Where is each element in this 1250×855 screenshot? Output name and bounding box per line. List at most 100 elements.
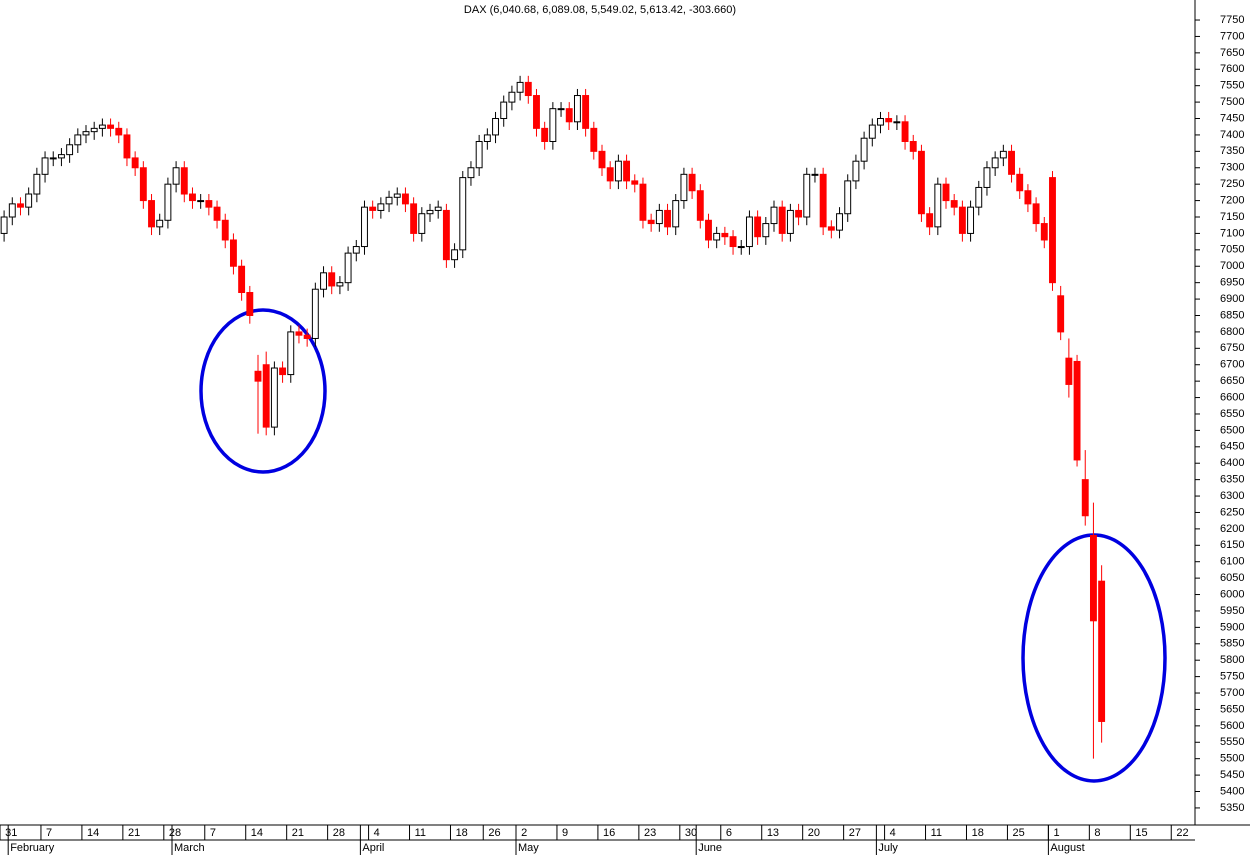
- candle-body: [344, 252, 352, 284]
- x-tick-label: 28: [169, 827, 181, 839]
- candle-body: [549, 108, 557, 142]
- candle-body: [917, 150, 925, 215]
- y-tick-label: 7500: [1220, 96, 1244, 108]
- y-tick-label: 5650: [1220, 703, 1244, 715]
- y-tick-label: 5750: [1220, 671, 1244, 683]
- x-tick-label: 15: [1135, 827, 1147, 839]
- y-tick-label: 7750: [1220, 14, 1244, 26]
- candle-body: [1098, 580, 1106, 722]
- candle-body: [598, 150, 606, 169]
- x-tick-label: 23: [644, 827, 656, 839]
- y-tick-label: 7550: [1220, 80, 1244, 92]
- candle-body: [401, 193, 409, 205]
- candle-body: [377, 203, 385, 211]
- x-tick-label: 22: [1176, 827, 1188, 839]
- candle-body: [795, 209, 803, 218]
- candle-body: [41, 157, 49, 175]
- candle-body: [434, 206, 442, 211]
- y-tick-label: 5400: [1220, 785, 1244, 797]
- candle-body: [25, 193, 33, 208]
- y-tick-label: 5500: [1220, 753, 1244, 765]
- y-tick-label: 6750: [1220, 342, 1244, 354]
- candle-body: [139, 167, 147, 202]
- candle-body: [246, 292, 254, 316]
- candle-body: [336, 282, 344, 287]
- y-tick-label: 5450: [1220, 769, 1244, 781]
- y-tick-label: 7400: [1220, 129, 1244, 141]
- candle-body: [49, 157, 57, 160]
- y-tick-label: 5800: [1220, 654, 1244, 666]
- candle-body: [786, 209, 794, 234]
- candle-body: [967, 206, 975, 234]
- candle-body: [197, 200, 205, 203]
- candle-body: [238, 265, 246, 294]
- x-tick-label: 27: [849, 827, 861, 839]
- candle-body: [827, 226, 835, 231]
- candle-body: [778, 206, 786, 234]
- x-tick-label: 26: [488, 827, 500, 839]
- candle-body: [614, 160, 622, 182]
- month-label: July: [878, 842, 898, 854]
- candle-body: [573, 95, 581, 123]
- candle-body: [115, 127, 123, 136]
- candle-body: [1008, 150, 1015, 175]
- y-tick-label: 7100: [1220, 227, 1244, 239]
- chart-title: DAX (6,040.68, 6,089.08, 5,549.02, 5,613…: [464, 4, 736, 16]
- candle-body: [590, 127, 598, 152]
- month-label: March: [174, 842, 205, 854]
- y-tick-label: 5350: [1220, 802, 1244, 814]
- candle-body: [90, 127, 98, 133]
- candle-body: [82, 131, 90, 136]
- candle-body: [213, 206, 221, 221]
- y-tick-label: 7150: [1220, 211, 1244, 223]
- candle-body: [1049, 177, 1056, 284]
- y-tick-label: 5950: [1220, 605, 1244, 617]
- y-tick-label: 6350: [1220, 474, 1244, 486]
- candle-body: [983, 167, 991, 188]
- candle-body: [361, 206, 368, 248]
- y-tick-label: 7250: [1220, 178, 1244, 190]
- candle-body: [393, 193, 401, 198]
- y-tick-label: 6850: [1220, 309, 1244, 321]
- candle-body: [811, 173, 819, 176]
- candle-body: [885, 118, 893, 123]
- x-tick-label: 28: [333, 827, 345, 839]
- x-tick-label: 20: [808, 827, 820, 839]
- x-tick-label: 11: [931, 827, 942, 839]
- candle-body: [311, 288, 319, 339]
- candle-body: [926, 213, 934, 228]
- candle-body: [123, 134, 131, 159]
- candle-body: [66, 144, 74, 156]
- candle-body: [0, 216, 8, 234]
- y-tick-label: 6950: [1220, 277, 1244, 289]
- y-tick-label: 6450: [1220, 441, 1244, 453]
- y-tick-label: 7050: [1220, 244, 1244, 256]
- y-tick-label: 6000: [1220, 588, 1244, 600]
- candle-body: [950, 200, 958, 208]
- candle-body: [606, 167, 614, 182]
- candle-body: [295, 331, 303, 336]
- y-tick-label: 6400: [1220, 457, 1244, 469]
- candle-body: [770, 206, 778, 225]
- candle-body: [524, 81, 532, 97]
- y-tick-label: 6250: [1220, 506, 1244, 518]
- candle-body: [442, 209, 450, 261]
- candle-body: [688, 173, 696, 192]
- x-tick-label: 9: [562, 827, 568, 839]
- x-tick-label: 13: [767, 827, 779, 839]
- x-tick-label: 6: [726, 827, 732, 839]
- candle-body: [1024, 190, 1032, 205]
- y-tick-label: 6800: [1220, 326, 1244, 338]
- y-tick-label: 6600: [1220, 391, 1244, 403]
- candle-body: [754, 216, 762, 238]
- candle-body: [467, 167, 475, 179]
- x-tick-label: 11: [415, 827, 426, 839]
- candle-body: [934, 183, 942, 228]
- candle-body: [508, 91, 516, 103]
- candle-body: [844, 180, 852, 215]
- candle-body: [492, 118, 499, 136]
- candle-body: [868, 124, 876, 139]
- y-tick-label: 7300: [1220, 162, 1244, 174]
